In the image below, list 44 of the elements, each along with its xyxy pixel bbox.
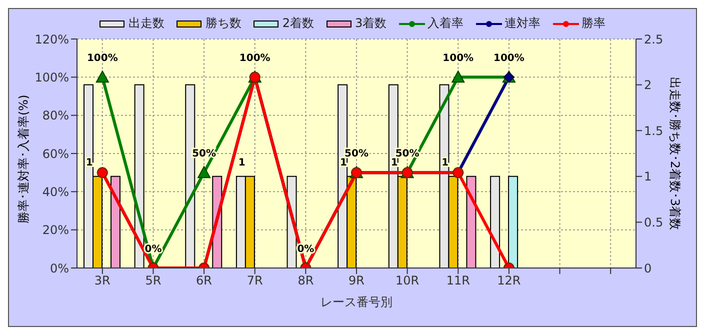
legend-label: 勝率 [582,15,606,32]
legend-label: 出走数 [128,15,164,32]
y2-axis-title: 出走数･勝ち数･2着数･3着数 [668,76,682,230]
y-tick-label: 100% [34,70,69,84]
y2-tick-label: 2.5 [644,32,664,46]
data-label: 1 [86,157,93,168]
x-tick-label: 6R [196,274,212,288]
y2-tick-label: 2 [644,78,652,92]
point [452,70,465,83]
y-tick-label: 40% [42,184,69,199]
x-tick-label: 3R [94,274,110,288]
data-label: 1 [238,157,246,168]
y-tick-label: 20% [42,223,69,238]
y-tick-label: 120% [34,32,69,46]
y2-tick-label: 0 [644,261,652,276]
legend-label: 勝ち数 [205,15,242,32]
y-axis-title: 勝率･連対率･入着率(%) [16,94,30,224]
x-tick-label: 5R [145,274,162,288]
x-axis-title: レース番号別 [320,295,392,309]
data-label: 100% [494,53,524,64]
legend-label: 連対率 [504,15,541,32]
legend-label: 2着数 [282,15,314,32]
point [198,166,211,178]
data-label: 1 [442,157,449,168]
data-label: 100% [442,53,474,64]
legend-label: 入着率 [428,15,464,32]
x-tick-label: 9R [348,274,364,288]
y-tick-label: 80% [42,108,69,123]
y-tick-label: 60% [42,146,69,161]
y2-tick-label: 1 [644,170,652,184]
x-tick-label: 8R [298,274,314,288]
legend-label: 3着数 [355,15,387,32]
data-label: 1 [340,157,348,168]
data-label: 100% [86,53,118,64]
data-label: 100% [239,53,270,64]
data-label: 1 [390,157,398,168]
x-tick-label: 7R [246,274,263,288]
x-tick-label: 11R [446,274,470,288]
x-tick-label: 10R [396,274,420,288]
y-tick-label: 0% [50,261,69,276]
point [96,70,109,83]
y2-tick-label: 1.5 [644,124,664,138]
y2-tick-label: 0.5 [644,215,664,230]
x-tick-label: 12R [497,274,521,288]
